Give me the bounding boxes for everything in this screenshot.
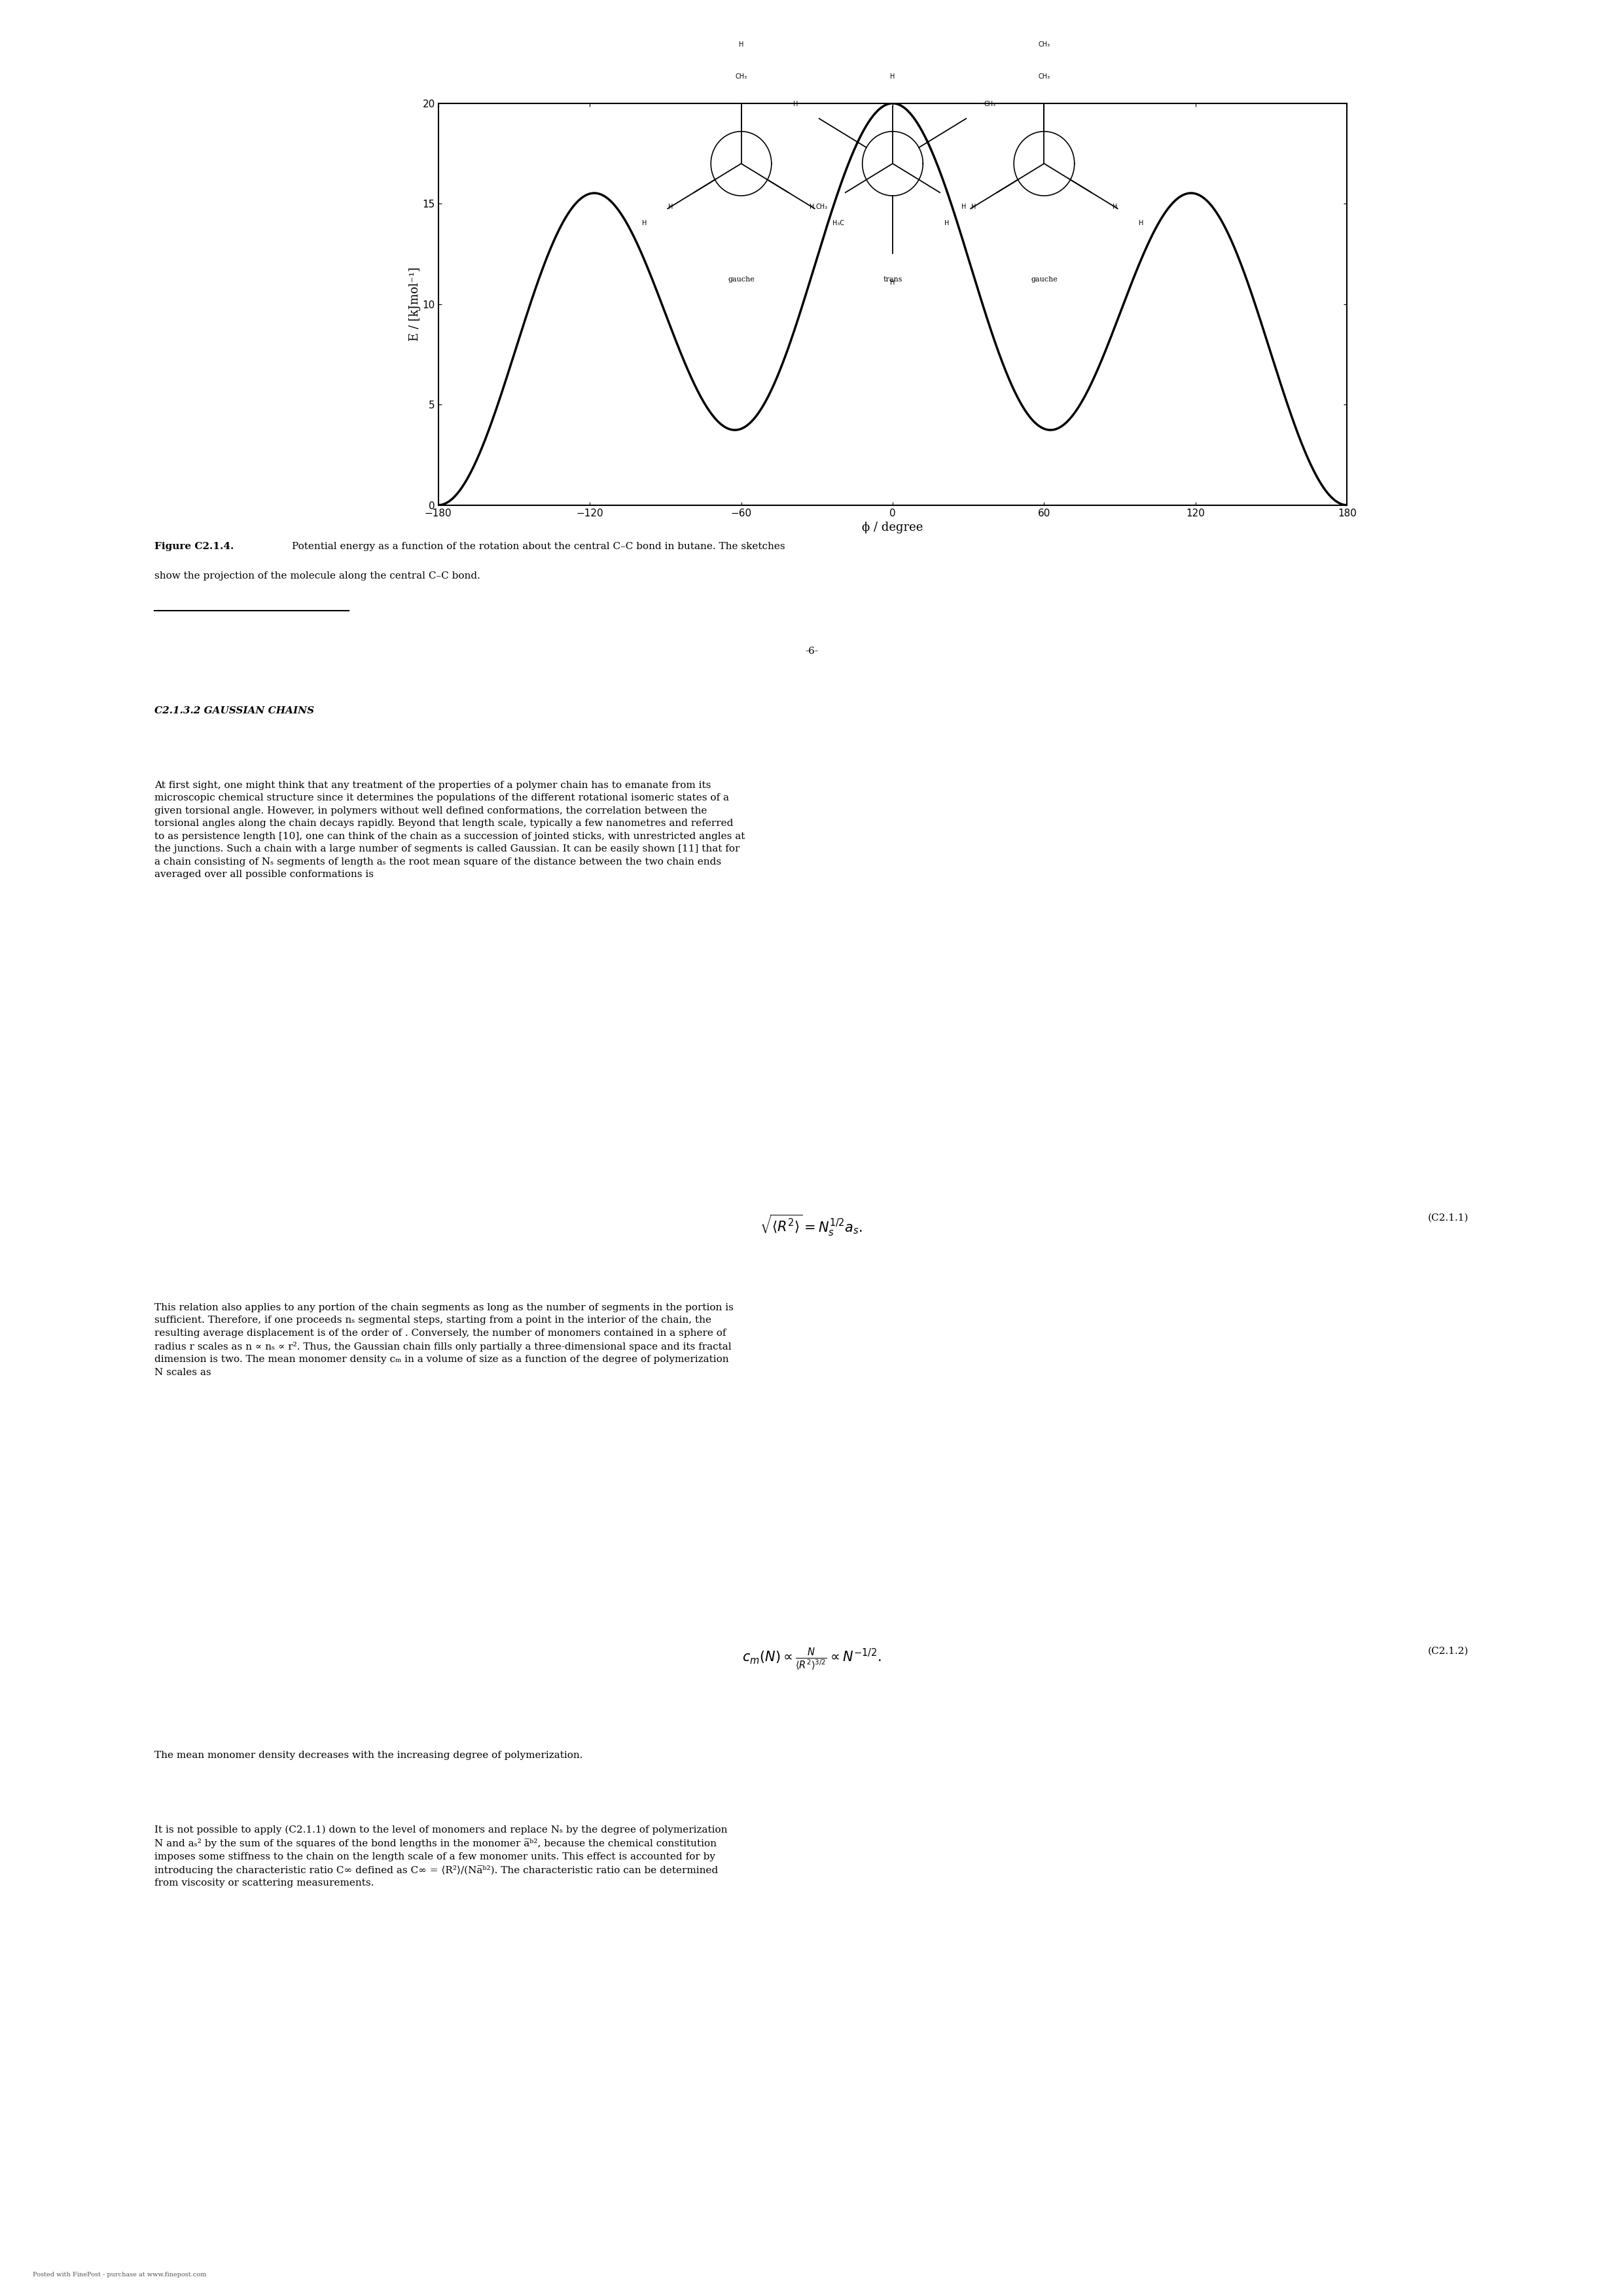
Text: It is not possible to apply (C2.1.1) down to the level of monomers and replace N: It is not possible to apply (C2.1.1) dow…	[154, 1825, 727, 1887]
Text: $\sqrt{\langle R^2 \rangle} = N_s^{1/2} a_s.$: $\sqrt{\langle R^2 \rangle} = N_s^{1/2} …	[760, 1212, 863, 1238]
Text: CH₃: CH₃	[1039, 41, 1050, 48]
Text: show the projection of the molecule along the central C–C bond.: show the projection of the molecule alon…	[154, 572, 480, 581]
Text: H: H	[971, 204, 975, 211]
Text: (C2.1.1): (C2.1.1)	[1428, 1212, 1469, 1221]
Text: H: H	[641, 220, 646, 227]
Text: CH₃: CH₃	[1039, 73, 1050, 80]
Text: The mean monomer density decreases with the increasing degree of polymerization.: The mean monomer density decreases with …	[154, 1750, 583, 1759]
Text: trans: trans	[883, 276, 902, 282]
Text: C2.1.3.2 GAUSSIAN CHAINS: C2.1.3.2 GAUSSIAN CHAINS	[154, 707, 313, 714]
Text: This relation also applies to any portion of the chain segments as long as the n: This relation also applies to any portio…	[154, 1302, 734, 1378]
Text: At first sight, one might think that any treatment of the properties of a polyme: At first sight, one might think that any…	[154, 781, 745, 879]
Text: H: H	[669, 204, 674, 211]
Text: gauche: gauche	[1031, 276, 1058, 282]
Text: H: H	[891, 73, 894, 80]
Text: -6-: -6-	[805, 647, 818, 654]
Text: H: H	[794, 101, 799, 108]
Text: H: H	[1112, 204, 1117, 211]
X-axis label: ϕ / degree: ϕ / degree	[862, 521, 923, 533]
Text: Posted with FinePost - purchase at www.finepost.com: Posted with FinePost - purchase at www.f…	[32, 2271, 206, 2278]
Text: H: H	[961, 204, 966, 211]
Text: H: H	[891, 280, 894, 285]
Text: H: H	[738, 41, 743, 48]
Text: H₃C: H₃C	[833, 220, 844, 227]
Text: H: H	[810, 204, 815, 211]
Text: H: H	[945, 220, 949, 227]
Text: $c_m(N) \propto \frac{N}{\langle R^2 \rangle^{3/2}} \propto N^{-1/2}.$: $c_m(N) \propto \frac{N}{\langle R^2 \ra…	[742, 1646, 881, 1671]
Text: CH₃: CH₃	[816, 204, 828, 211]
Text: H: H	[1139, 220, 1144, 227]
Y-axis label: E / [kJmol⁻¹]: E / [kJmol⁻¹]	[409, 266, 420, 342]
Text: Figure C2.1.4.: Figure C2.1.4.	[154, 542, 234, 551]
Text: Potential energy as a function of the rotation about the central C–C bond in but: Potential energy as a function of the ro…	[292, 542, 786, 551]
Text: CH₃: CH₃	[984, 101, 995, 108]
Text: gauche: gauche	[727, 276, 755, 282]
Text: (C2.1.2): (C2.1.2)	[1428, 1646, 1469, 1655]
Text: CH₃: CH₃	[735, 73, 747, 80]
